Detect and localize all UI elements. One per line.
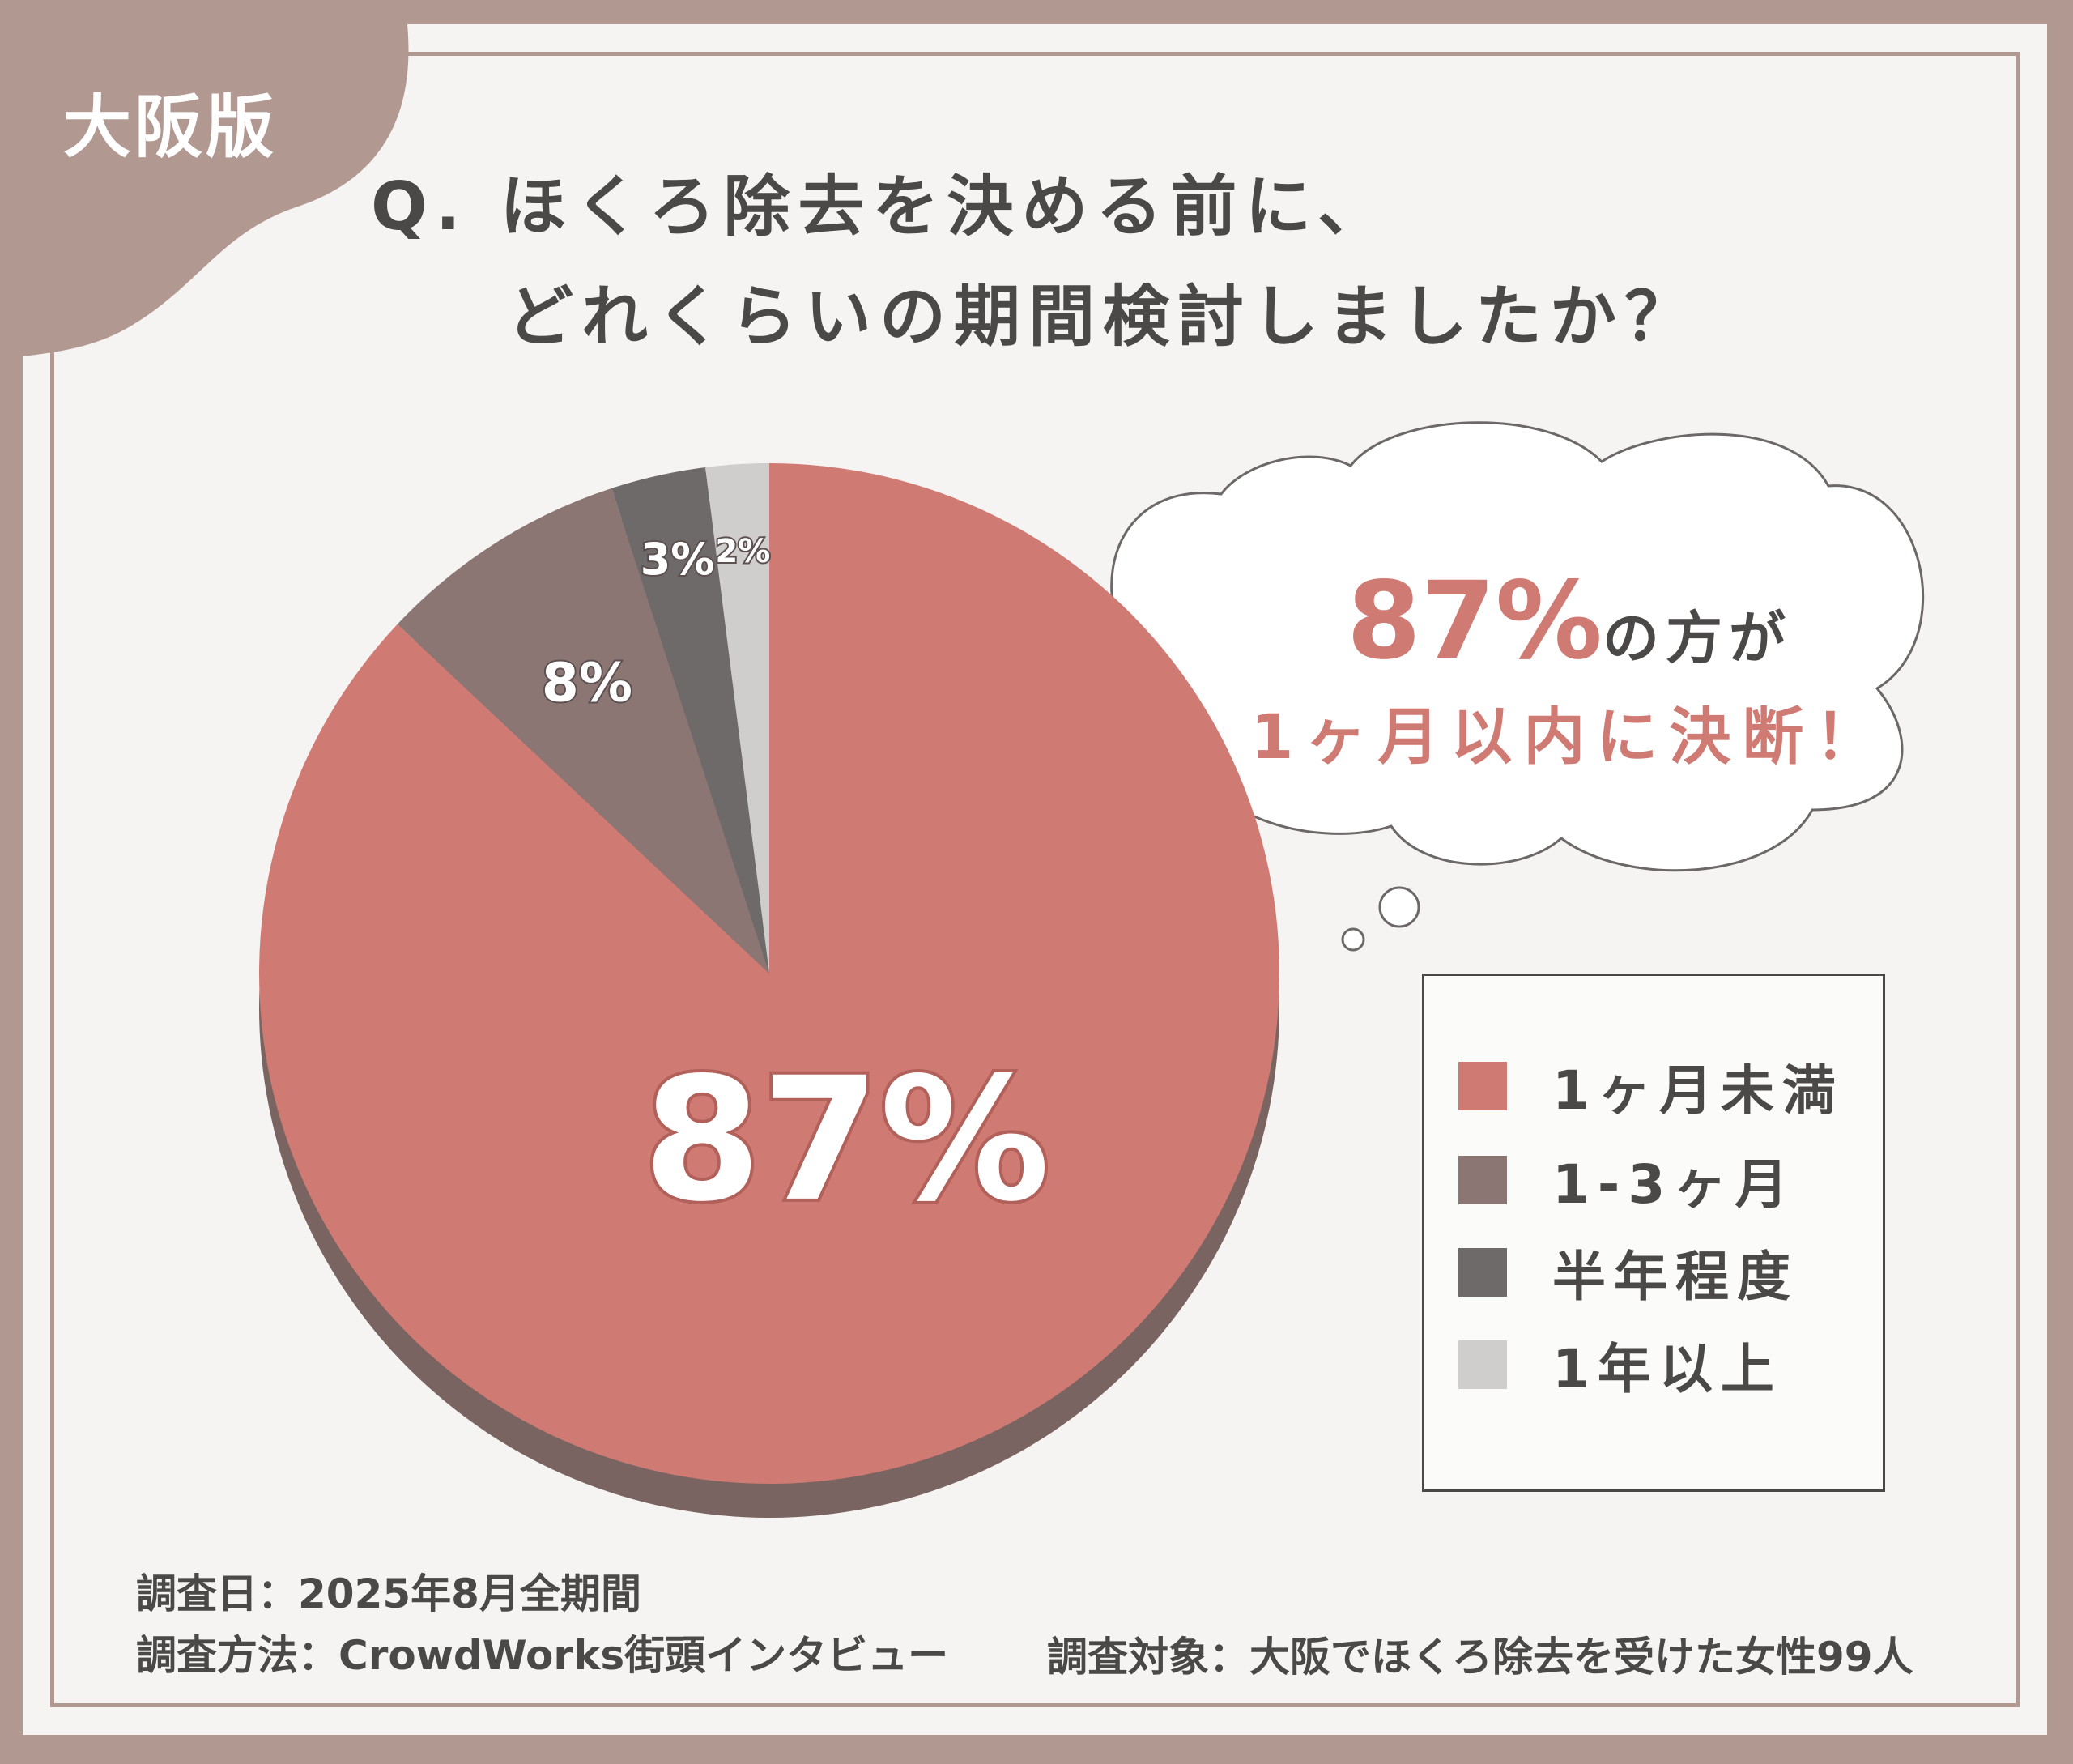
bubble-line-2: 1ヶ月以内に決断！ [1250, 701, 1888, 773]
survey-method: 調査方法：CrowdWorks街頭インタビュー [136, 1632, 949, 1679]
bubble-percentage: 87% [1347, 559, 1603, 684]
survey-date: 調査日：2025年8月全期間 [136, 1570, 641, 1617]
legend: 1ヶ月未満 1-3ヶ月 半年程度 1年以上 [1422, 974, 1885, 1492]
legend-item-2: 1-3ヶ月 [1458, 1148, 1796, 1216]
survey-footer: 調査日：2025年8月全期間 調査方法：CrowdWorks街頭インタビュー 調… [136, 1563, 1913, 1686]
legend-label-2: 1-3ヶ月 [1552, 1153, 1797, 1216]
region-badge: 大阪版 [63, 87, 278, 167]
legend-label-1: 1ヶ月未満 [1552, 1059, 1844, 1122]
pie-labels: 87% 8% 3% 2% [540, 531, 1054, 1242]
pie-label-1: 87% [643, 1041, 1050, 1239]
legend-label-4: 1年以上 [1552, 1338, 1782, 1400]
survey-target: 調査対象：大阪でほくろ除去を受けた女性99人 [1047, 1634, 1913, 1681]
legend-swatch-4 [1458, 1340, 1507, 1389]
pie-slice-2 [397, 488, 769, 974]
legend-item-3: 半年程度 [1458, 1240, 1798, 1308]
question-line-1: Q. ほくろ除去を決める前に、 [371, 168, 1392, 245]
pie-label-4: 2% [715, 533, 770, 570]
legend-item-4: 1年以上 [1458, 1332, 1782, 1400]
corner-decoration [23, 24, 409, 356]
question-line-2: どれくらいの期間検討しましたか？ [507, 279, 1700, 356]
bubble-suffix: の方が [1602, 605, 1792, 671]
legend-item-1: 1ヶ月未満 [1458, 1054, 1844, 1122]
pie-slices [258, 463, 1280, 1484]
pie-label-3: 3% [641, 534, 715, 585]
pie-label-2: 8% [542, 651, 632, 714]
legend-swatch-2 [1458, 1156, 1507, 1204]
pie-slice-3 [611, 467, 769, 974]
question-title: Q. ほくろ除去を決める前に、 どれくらいの期間検討しましたか？ [371, 174, 1950, 351]
legend-swatch-3 [1458, 1248, 1507, 1297]
pie-chart: 87% 8% 3% 2% [258, 421, 1925, 1518]
legend-label-3: 半年程度 [1552, 1246, 1798, 1308]
bubble-text: 87%の方が 1ヶ月以内に決断！ [1205, 559, 1934, 776]
bubble-line-1: 87%の方が [1205, 559, 1934, 684]
pie-slice-4 [705, 463, 769, 974]
legend-swatch-1 [1458, 1062, 1507, 1110]
infographic-card: 大阪版 Q. ほくろ除去を決める前に、 どれくらいの期間検討しましたか？ 87%… [23, 24, 2047, 1735]
